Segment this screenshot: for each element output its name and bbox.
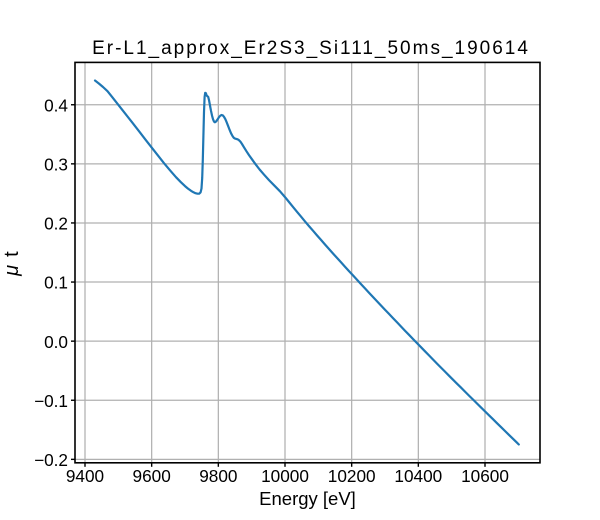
svg-text:10600: 10600 <box>461 466 509 486</box>
svg-text:−0.1: −0.1 <box>34 391 68 411</box>
svg-text:10000: 10000 <box>261 466 309 486</box>
svg-text:−0.2: −0.2 <box>34 450 68 470</box>
svg-text:μ t: μ t <box>1 250 23 277</box>
svg-text:0.3: 0.3 <box>44 154 68 174</box>
svg-text:0.0: 0.0 <box>44 332 68 352</box>
svg-text:Energy [eV]: Energy [eV] <box>259 488 356 509</box>
svg-text:0.4: 0.4 <box>44 95 68 115</box>
svg-text:9800: 9800 <box>199 466 237 486</box>
svg-text:0.2: 0.2 <box>44 214 68 234</box>
svg-text:9400: 9400 <box>66 466 104 486</box>
svg-text:0.1: 0.1 <box>44 273 68 293</box>
svg-text:10200: 10200 <box>328 466 376 486</box>
svg-text:Er-L1_approx_Er2S3_Si111_50ms_: Er-L1_approx_Er2S3_Si111_50ms_190614 <box>92 38 530 59</box>
svg-text:9600: 9600 <box>133 466 171 486</box>
svg-text:10400: 10400 <box>394 466 442 486</box>
